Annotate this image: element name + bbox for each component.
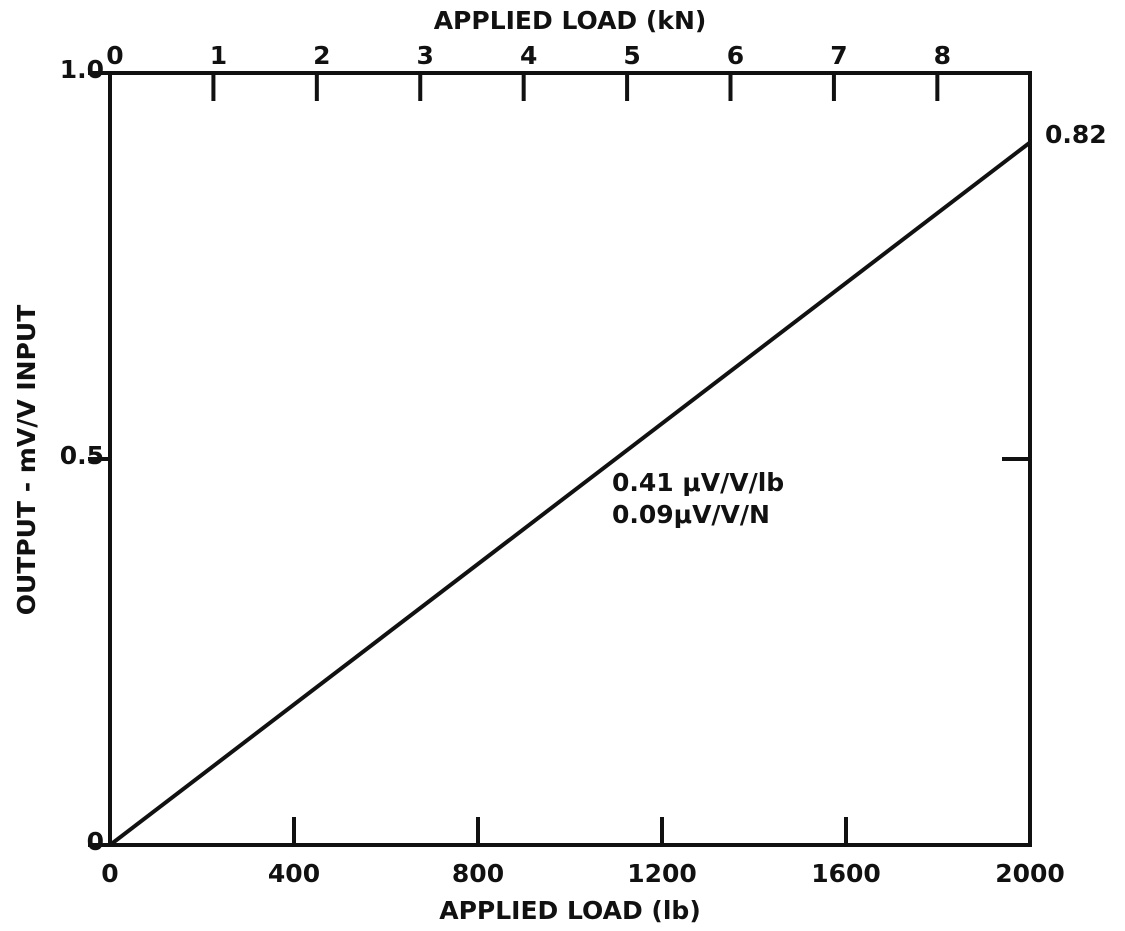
- x-tick-label: 2000: [995, 859, 1065, 888]
- x2-tick-label: 6: [727, 41, 744, 70]
- slope-annotation: 0.09μV/V/N: [612, 500, 770, 529]
- x2-tick-label: 3: [417, 41, 434, 70]
- y-axis-label: OUTPUT - mV/V INPUT: [12, 305, 41, 616]
- x-axis-label: APPLIED LOAD (lb): [439, 896, 701, 925]
- x2-tick-label: 7: [830, 41, 847, 70]
- x2-axis-label: APPLIED LOAD (kN): [434, 6, 707, 35]
- x2-tick-label: 5: [623, 41, 640, 70]
- x2-tick-label: 2: [313, 41, 330, 70]
- data-line: [108, 140, 1032, 847]
- x2-tick-label: 1: [210, 41, 227, 70]
- y-tick-label: 0.5: [60, 441, 104, 470]
- y-tick-label: 1.0: [60, 55, 104, 84]
- x-tick-label: 800: [452, 859, 504, 888]
- plot-frame: [108, 71, 1032, 847]
- x-tick-label: 1600: [811, 859, 881, 888]
- x-tick-label: 400: [268, 859, 320, 888]
- x-tick-label: 1200: [627, 859, 697, 888]
- slope-annotation: 0.41 μV/V/lb: [612, 468, 784, 497]
- x-tick-label: 0: [101, 859, 118, 888]
- y-tick-label: 0: [87, 827, 104, 856]
- end-annotation: 0.82: [1045, 120, 1107, 149]
- x2-tick-label: 8: [934, 41, 951, 70]
- x2-tick-label: 0: [106, 41, 123, 70]
- x2-tick-label: 4: [520, 41, 537, 70]
